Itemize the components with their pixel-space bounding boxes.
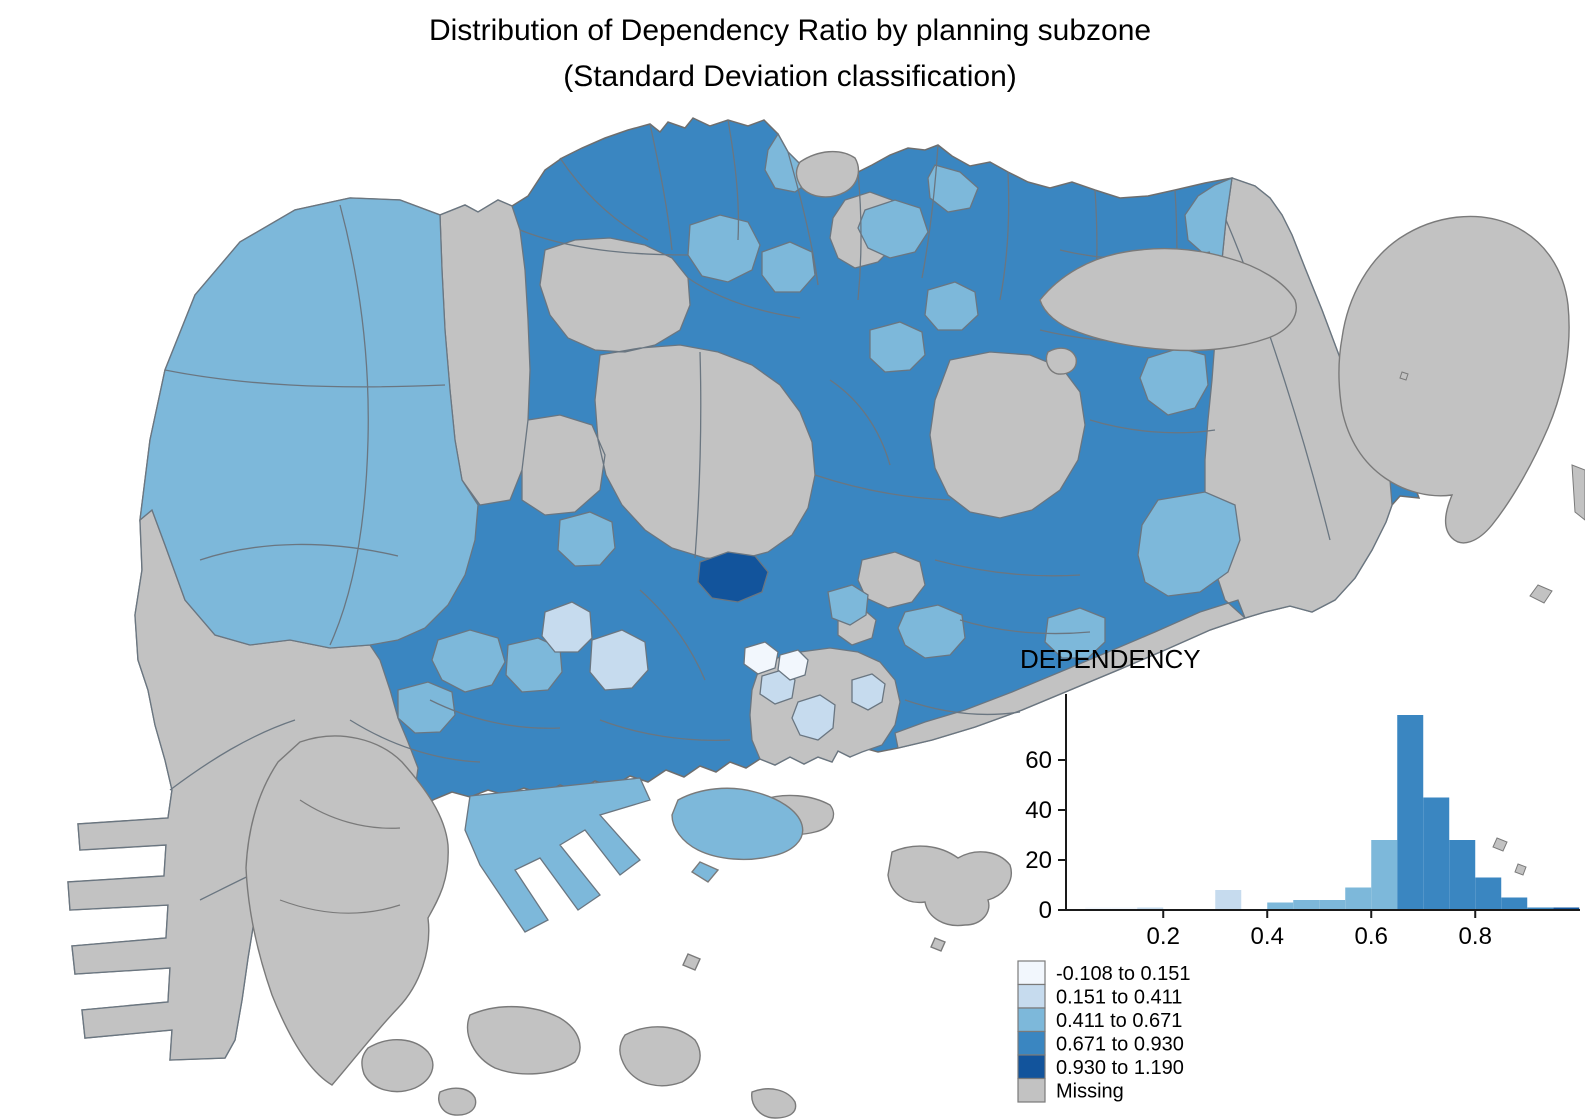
figure-title-line1: Distribution of Dependency Ratio by plan… (429, 14, 1151, 47)
histogram-bar (1111, 907, 1138, 910)
histogram-bar (1293, 900, 1320, 910)
legend-row: -0.108 to 0.151 (1017, 960, 1191, 986)
y-tick-label: 20 (1025, 847, 1052, 874)
y-tick-label: 0 (1039, 897, 1052, 924)
class1-zones (743, 641, 809, 681)
legend-label-class3: 0.411 to 0.671 (1056, 1010, 1182, 1032)
y-tick-label: 40 (1025, 797, 1052, 824)
jurong-island-borders (279, 799, 401, 914)
ubin-island (795, 151, 1297, 375)
histogram-bar (1527, 907, 1554, 910)
offshore-specks (1399, 371, 1585, 876)
x-tick-label: 0.4 (1251, 923, 1284, 950)
legend-swatch-class2 (1017, 983, 1046, 1009)
figure-title-line2: (Standard Deviation classification) (563, 60, 1017, 93)
legend-label-class4: 0.671 to 0.930 (1056, 1034, 1184, 1056)
histogram-bar (1215, 890, 1242, 910)
histogram-bar (1371, 840, 1398, 910)
legend-row: 0.671 to 0.930 (1017, 1030, 1184, 1056)
legend-row: 0.930 to 1.190 (1017, 1054, 1184, 1080)
class5-zone (697, 551, 769, 603)
histogram-bar (1501, 897, 1528, 910)
histogram-bar (1137, 907, 1164, 910)
legend-row: 0.151 to 0.411 (1017, 983, 1182, 1009)
legend-swatch-class3 (1017, 1007, 1046, 1033)
legend-label-class1: -0.108 to 0.151 (1056, 963, 1191, 985)
legend-swatch-class1 (1017, 960, 1046, 986)
histogram-bar (1475, 877, 1502, 910)
histogram-bar (1319, 900, 1346, 910)
histogram-bar (1449, 840, 1476, 910)
histogram-bar (1345, 887, 1372, 910)
y-tick-label: 60 (1025, 747, 1052, 774)
histogram-bar (1085, 907, 1112, 910)
tekong-island (1338, 215, 1570, 544)
legend-label-class5: 0.930 to 1.190 (1056, 1057, 1184, 1079)
sentosa-island (671, 787, 804, 883)
legend-swatch-class4 (1017, 1030, 1046, 1056)
histogram-bars (1085, 715, 1580, 910)
legend-swatch-missing (1017, 1077, 1046, 1103)
y-axis-ticks: 0 20 40 60 (1025, 747, 1066, 924)
legend-swatch-class5 (1017, 1054, 1046, 1080)
histogram-title: DEPENDENCY (1020, 644, 1201, 674)
histogram: DEPENDENCY 0.2 0.4 0.6 0.8 0 20 40 60 (1020, 644, 1580, 950)
legend-label-class2: 0.151 to 0.411 (1056, 987, 1182, 1009)
histogram-bar (1397, 715, 1424, 910)
legend-label-missing: Missing (1056, 1081, 1124, 1103)
southern-islands (361, 794, 1012, 1119)
x-tick-label: 0.6 (1355, 923, 1388, 950)
x-tick-label: 0.2 (1147, 923, 1180, 950)
x-axis-ticks: 0.2 0.4 0.6 0.8 (1147, 910, 1492, 950)
class-legend: -0.108 to 0.151 0.151 to 0.411 0.411 to … (1017, 960, 1191, 1103)
singapore-map (67, 117, 1585, 1119)
jurong-island (245, 735, 449, 1086)
class2-zones (541, 601, 886, 741)
legend-row: 0.411 to 0.671 (1017, 1007, 1182, 1033)
histogram-bar (1553, 907, 1580, 910)
x-tick-label: 0.8 (1459, 923, 1492, 950)
missing-zones (67, 177, 1393, 1061)
histogram-bar (1423, 797, 1450, 910)
legend-row: Missing (1017, 1077, 1124, 1103)
histogram-bar (1267, 902, 1294, 910)
